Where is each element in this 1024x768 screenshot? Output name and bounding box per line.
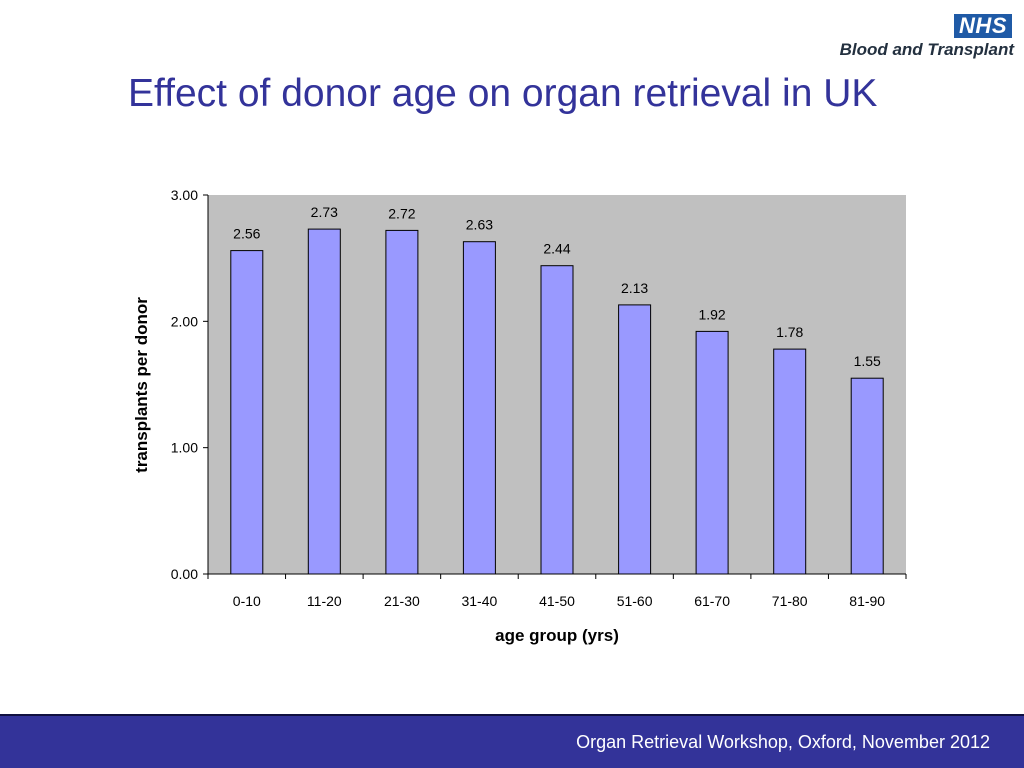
y-tick-label: 2.00 (171, 313, 198, 329)
bar-0-10 (230, 250, 264, 575)
bars-group (230, 228, 884, 575)
bar-value-label: 1.78 (776, 324, 803, 340)
bar-61-70 (695, 330, 729, 575)
bar-value-label: 2.56 (233, 226, 260, 242)
bar-81-90 (850, 377, 884, 575)
y-axis-title: transplants per donor (132, 297, 151, 473)
slide-title: Effect of donor age on organ retrieval i… (128, 72, 878, 115)
axes-group: 0.00 1.00 2.00 3.00 0-10 11-20 21-30 31-40 41-50… (171, 187, 907, 609)
x-tick-label: 41-50 (539, 593, 575, 609)
x-tick-label: 61-70 (694, 593, 730, 609)
bar-value-label: 1.55 (854, 353, 881, 369)
footer-bar: Organ Retrieval Workshop, Oxford, Novemb… (0, 714, 1024, 768)
bar-labels-group: 2.56 2.73 2.72 2.63 2.44 2.13 1.92 1.78 1.55 (233, 204, 881, 369)
bar-chart: 2.56 2.73 2.72 2.63 2.44 2.13 1.92 1.78 1.55 0.0… (132, 187, 907, 645)
bar-51-60 (618, 304, 652, 575)
x-tick-label: 81-90 (849, 593, 885, 609)
bar-31-40 (462, 241, 496, 575)
x-tick-label: 71-80 (772, 593, 808, 609)
nhs-badge: NHS (954, 14, 1012, 38)
x-tick-label: 21-30 (384, 593, 420, 609)
y-tick-label: 1.00 (171, 440, 198, 456)
x-tick-label: 31-40 (461, 593, 497, 609)
logo-subtitle: Blood and Transplant (839, 40, 1014, 59)
bar-value-label: 1.92 (698, 306, 725, 322)
y-tick-label: 0.00 (171, 566, 198, 582)
x-tick-label: 11-20 (307, 593, 342, 609)
x-axis-title: age group (yrs) (495, 626, 619, 645)
bar-value-label: 2.72 (388, 205, 415, 221)
x-tick-label: 0-10 (233, 593, 261, 609)
bar-value-label: 2.63 (466, 217, 493, 233)
bar-21-30 (385, 229, 419, 575)
bar-value-label: 2.44 (543, 241, 570, 257)
footer-text: Organ Retrieval Workshop, Oxford, Novemb… (576, 732, 990, 752)
bar-value-label: 2.73 (311, 204, 338, 220)
y-tick-label: 3.00 (171, 187, 198, 203)
bar-value-label: 2.13 (621, 280, 648, 296)
bar-11-20 (307, 228, 341, 575)
x-tick-label: 51-60 (617, 593, 653, 609)
bar-41-50 (540, 265, 574, 575)
nhs-logo: NHS Blood and Transplant (814, 14, 1014, 64)
bar-71-80 (773, 348, 807, 575)
